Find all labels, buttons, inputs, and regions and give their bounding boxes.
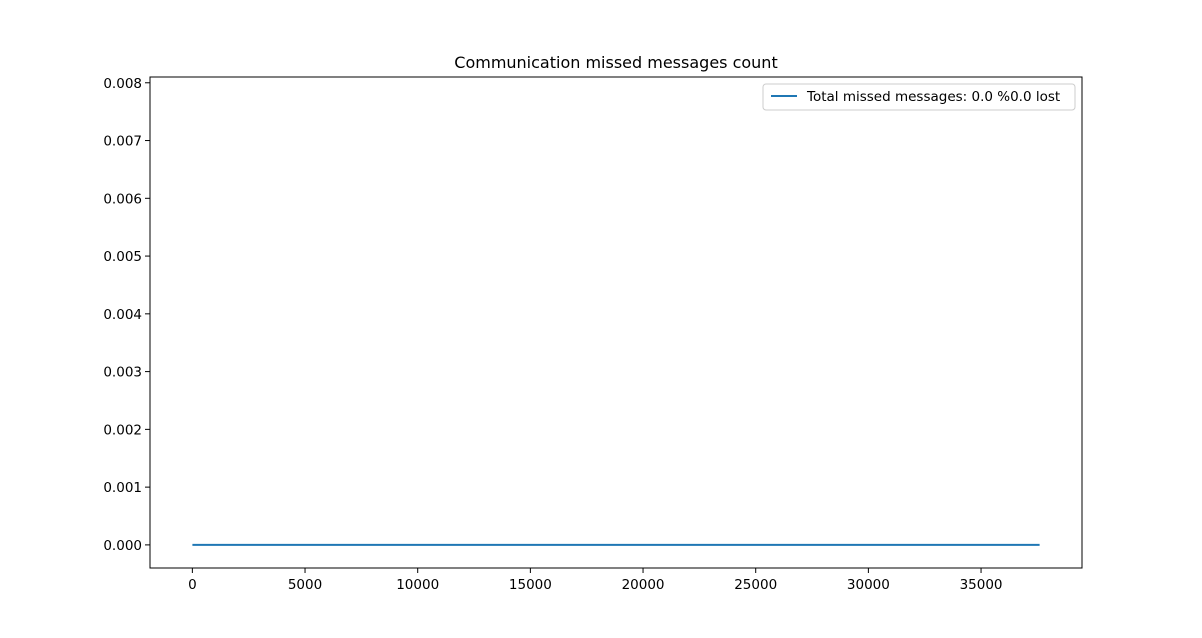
x-tick-label-6: 30000 xyxy=(847,577,890,593)
y-axis: 0.000 0.001 0.002 0.003 0.004 0.005 0.006 0.007… xyxy=(103,76,150,554)
plot-area xyxy=(150,77,1082,568)
y-tick-label-2: 0.002 xyxy=(103,422,142,438)
x-tick-label-0: 0 xyxy=(188,577,197,593)
legend-label-series-1: Total missed messages: 0.0 %0.0 lost xyxy=(806,89,1060,105)
chart-title: Communication missed messages count xyxy=(454,53,777,72)
y-tick-label-8: 0.008 xyxy=(103,76,142,92)
x-axis: 0 5000 10000 15000 20000 25000 30000 35000 xyxy=(188,568,1003,593)
x-tick-label-1: 5000 xyxy=(288,577,322,593)
y-tick-label-7: 0.007 xyxy=(103,134,142,150)
x-tick-label-5: 25000 xyxy=(734,577,777,593)
x-tick-label-2: 10000 xyxy=(396,577,439,593)
legend: Total missed messages: 0.0 %0.0 lost xyxy=(762,83,1076,111)
plot-frame xyxy=(149,76,1083,569)
y-tick-label-5: 0.005 xyxy=(103,249,142,265)
x-tick-label-7: 35000 xyxy=(960,577,1003,593)
legend-box xyxy=(762,83,1076,111)
y-tick-label-3: 0.003 xyxy=(103,365,142,381)
y-tick-label-1: 0.001 xyxy=(103,480,142,496)
x-tick-label-3: 15000 xyxy=(509,577,552,593)
y-tick-label-6: 0.006 xyxy=(103,191,142,207)
x-tick-label-4: 20000 xyxy=(622,577,665,593)
y-tick-label-0: 0.000 xyxy=(103,538,142,554)
y-tick-label-4: 0.004 xyxy=(103,307,142,323)
